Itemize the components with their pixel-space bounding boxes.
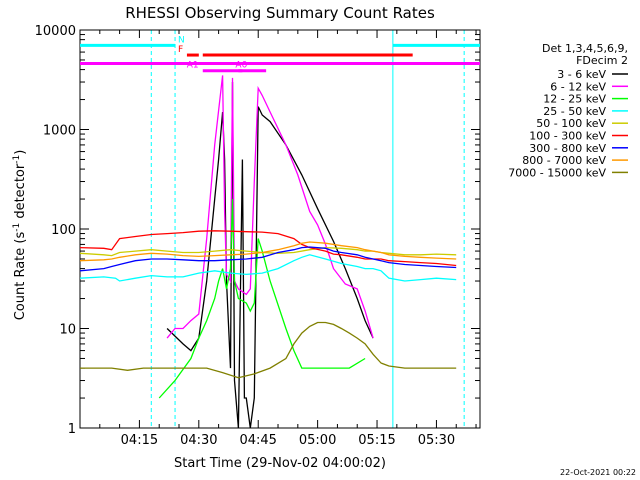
legend-label: 3 - 6 keV (557, 68, 606, 81)
legend-label: 100 - 300 keV (529, 130, 606, 143)
y-tick-label: 100 (51, 223, 76, 238)
legend-label: 25 - 50 keV (543, 105, 606, 118)
series-line (158, 198, 366, 399)
chart-title: RHESSI Observing Summary Count Rates (125, 4, 435, 22)
x-tick-label: 05:00 (299, 433, 336, 448)
legend-label: 6 - 12 keV (550, 80, 606, 93)
x-tick-label: 04:15 (121, 433, 158, 448)
series-line (79, 254, 457, 282)
state-bars: NF A1 A0 (80, 35, 480, 73)
series-line (79, 241, 457, 262)
state-label: A0 (235, 61, 247, 71)
series-line (79, 230, 457, 267)
state-label: F (178, 45, 183, 55)
legend-label: 800 - 7000 keV (522, 154, 606, 167)
legend-label: 50 - 100 keV (536, 117, 606, 130)
series-layer (79, 75, 457, 429)
x-tick-label: 04:45 (239, 433, 276, 448)
series-line (166, 81, 374, 429)
series-line (80, 321, 457, 379)
legend-label: 7000 - 15000 keV (508, 166, 606, 179)
x-tick-label: 04:30 (180, 433, 217, 448)
series-line (79, 246, 457, 272)
x-axis-label: Start Time (29-Nov-02 04:00:02) (174, 456, 386, 471)
y-tick-label: 10 (59, 323, 76, 338)
y-tick-label: 1 (68, 422, 76, 437)
y-axis-label: Count Rate (s-1 detector-1) (12, 150, 28, 321)
series-line (166, 75, 374, 339)
x-tick-label: 05:30 (418, 433, 455, 448)
legend-label: 12 - 25 keV (543, 93, 606, 106)
legend-label: 300 - 800 keV (529, 142, 606, 155)
legend-header: FDecim 2 (576, 54, 628, 67)
legend-header: Det 1,3,4,5,6,9, (542, 42, 628, 55)
date-stamp: 22-Oct-2021 00:22 (560, 468, 636, 477)
y-tick-label: 10000 (35, 24, 76, 39)
state-label: N (178, 35, 185, 45)
state-label: A1 (187, 61, 199, 71)
plot-axes: 04:15 04:30 04:45 05:00 05:15 05:30 1 10 100 1000… (35, 24, 481, 448)
series-line (79, 246, 457, 257)
x-tick-label: 05:15 (358, 433, 395, 448)
y-tick-label: 1000 (43, 124, 76, 139)
